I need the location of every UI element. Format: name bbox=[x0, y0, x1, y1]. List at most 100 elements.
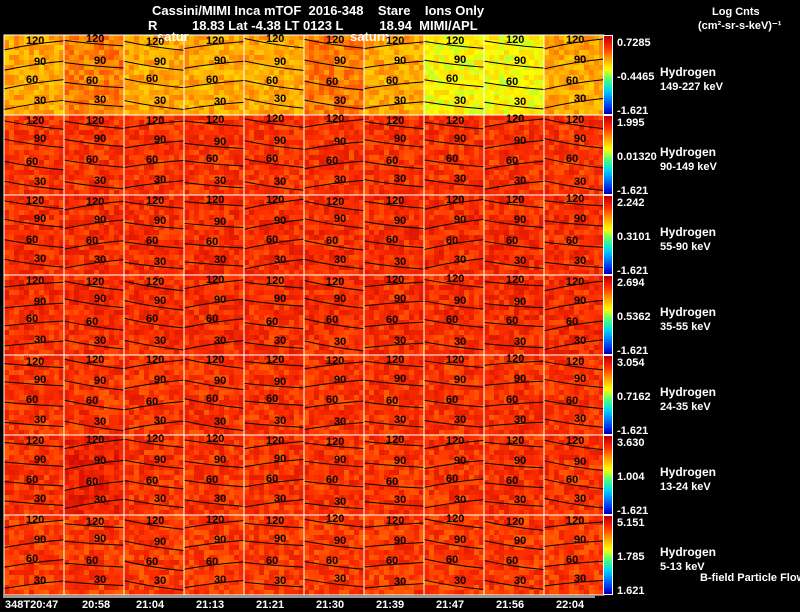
heatmap-cell bbox=[149, 55, 155, 61]
heatmap-cell bbox=[254, 60, 260, 66]
heatmap-cell bbox=[479, 40, 485, 46]
heatmap-cell bbox=[289, 250, 295, 256]
heatmap-cell bbox=[579, 120, 585, 126]
heatmap-cell bbox=[479, 95, 485, 101]
heatmap-cell bbox=[229, 170, 235, 176]
heatmap-cell bbox=[284, 175, 290, 181]
heatmap-cell bbox=[174, 85, 180, 91]
heatmap-cell bbox=[279, 75, 285, 81]
heatmap-cell bbox=[509, 105, 515, 111]
heatmap-cell bbox=[139, 60, 145, 66]
heatmap-cell bbox=[224, 155, 230, 161]
heatmap-cell bbox=[34, 220, 40, 226]
heatmap-cell bbox=[259, 185, 265, 191]
heatmap-cell bbox=[94, 250, 100, 256]
heatmap-cell bbox=[159, 255, 165, 261]
heatmap-cell bbox=[234, 125, 240, 131]
heatmap-cell bbox=[269, 110, 275, 116]
heatmap-cell bbox=[534, 35, 540, 41]
heatmap-cell bbox=[24, 195, 30, 201]
heatmap-cell bbox=[429, 75, 435, 81]
heatmap-cell bbox=[384, 70, 390, 76]
heatmap-cell bbox=[244, 95, 250, 101]
contour-line bbox=[483, 118, 545, 128]
heatmap-cell bbox=[69, 195, 75, 201]
heatmap-cell bbox=[484, 85, 490, 91]
heatmap-cell bbox=[109, 90, 115, 96]
heatmap-cell bbox=[514, 140, 520, 146]
heatmap-cell bbox=[544, 160, 550, 166]
heatmap-cell bbox=[354, 170, 360, 176]
heatmap-cell bbox=[94, 215, 100, 221]
heatmap-cell bbox=[209, 120, 215, 126]
heatmap-cell bbox=[294, 95, 300, 101]
heatmap-cell bbox=[314, 90, 320, 96]
heatmap-cell bbox=[554, 85, 560, 91]
heatmap-cell bbox=[289, 180, 295, 186]
heatmap-cell bbox=[139, 250, 145, 256]
heatmap-cell bbox=[589, 135, 595, 141]
heatmap-cell bbox=[444, 45, 450, 51]
heatmap-cell bbox=[299, 110, 305, 116]
heatmap-cell bbox=[299, 185, 305, 191]
colorbar-segment bbox=[604, 168, 612, 171]
heatmap-cell bbox=[364, 85, 370, 91]
heatmap-cell bbox=[209, 155, 215, 161]
heatmap-cell bbox=[304, 175, 310, 181]
heatmap-cell bbox=[219, 195, 225, 201]
heatmap-cell bbox=[359, 65, 365, 71]
heatmap-cell bbox=[224, 50, 230, 56]
heatmap-cell bbox=[114, 175, 120, 181]
heatmap-cell bbox=[529, 80, 535, 86]
heatmap-cell bbox=[54, 105, 60, 111]
heatmap-cell bbox=[79, 60, 85, 66]
heatmap-cell bbox=[234, 250, 240, 256]
heatmap-cell bbox=[464, 185, 470, 191]
heatmap-cell bbox=[409, 145, 415, 151]
heatmap-cell bbox=[34, 160, 40, 166]
heatmap-cell bbox=[579, 75, 585, 81]
heatmap-cell bbox=[564, 65, 570, 71]
heatmap-cell bbox=[129, 35, 135, 41]
heatmap-cell bbox=[14, 165, 20, 171]
heatmap-cell bbox=[169, 115, 175, 121]
heatmap-cell bbox=[569, 80, 575, 86]
heatmap-cell bbox=[234, 140, 240, 146]
heatmap-cell bbox=[19, 50, 25, 56]
heatmap-cell bbox=[359, 55, 365, 61]
heatmap-cell bbox=[144, 115, 150, 121]
heatmap-cell bbox=[109, 135, 115, 141]
heatmap-cell bbox=[514, 40, 520, 46]
heatmap-cell bbox=[354, 95, 360, 101]
heatmap-cell bbox=[419, 50, 425, 56]
heatmap-cell bbox=[294, 205, 300, 211]
heatmap-cell bbox=[199, 115, 205, 121]
heatmap-cell bbox=[439, 55, 445, 61]
heatmap-cell bbox=[349, 180, 355, 186]
heatmap-cell bbox=[589, 60, 595, 66]
heatmap-cell bbox=[119, 190, 125, 196]
heatmap-cell bbox=[284, 135, 290, 141]
heatmap-cell bbox=[289, 90, 295, 96]
heatmap-cell bbox=[334, 105, 340, 111]
heatmap-cell bbox=[104, 165, 110, 171]
heatmap-cell bbox=[194, 185, 200, 191]
heatmap-cell bbox=[434, 145, 440, 151]
heatmap-cell bbox=[119, 210, 125, 216]
heatmap-cell bbox=[34, 240, 40, 246]
heatmap-cell bbox=[559, 35, 565, 41]
heatmap-cell bbox=[429, 140, 435, 146]
heatmap-cell bbox=[209, 60, 215, 66]
heatmap-cell bbox=[149, 75, 155, 81]
heatmap-cell bbox=[229, 105, 235, 111]
heatmap-cell bbox=[494, 35, 500, 41]
heatmap-cell bbox=[84, 190, 90, 196]
heatmap-cell bbox=[44, 230, 50, 236]
heatmap-cell bbox=[234, 175, 240, 181]
heatmap-cell bbox=[394, 100, 400, 106]
heatmap-cell bbox=[24, 250, 30, 256]
heatmap-cell bbox=[54, 85, 60, 91]
heatmap-cell bbox=[154, 135, 160, 141]
heatmap-cell bbox=[459, 70, 465, 76]
heatmap-cell bbox=[184, 165, 190, 171]
